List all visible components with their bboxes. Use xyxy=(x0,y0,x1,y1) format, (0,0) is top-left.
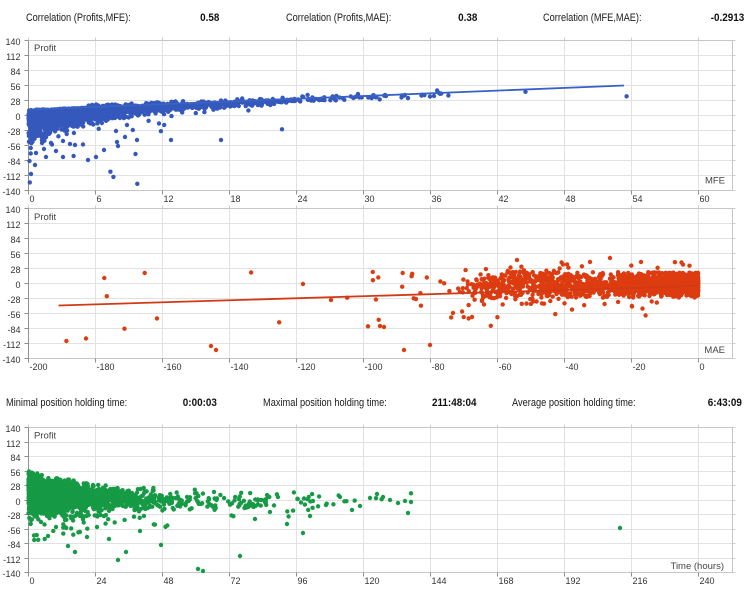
svg-text:56: 56 xyxy=(10,250,20,260)
svg-text:28: 28 xyxy=(10,482,20,492)
svg-text:-28: -28 xyxy=(7,295,20,305)
svg-text:0: 0 xyxy=(15,112,20,122)
svg-text:48: 48 xyxy=(164,576,174,586)
svg-text:168: 168 xyxy=(499,576,514,586)
svg-text:140: 140 xyxy=(5,205,20,215)
svg-text:-60: -60 xyxy=(499,362,512,372)
svg-text:36: 36 xyxy=(432,194,442,204)
svg-text:-140: -140 xyxy=(2,187,20,197)
svg-text:84: 84 xyxy=(10,453,20,463)
svg-text:192: 192 xyxy=(566,576,581,586)
svg-text:-140: -140 xyxy=(2,569,20,579)
svg-text:24: 24 xyxy=(97,576,107,586)
svg-text:140: 140 xyxy=(5,424,20,434)
svg-text:56: 56 xyxy=(10,82,20,92)
svg-text:-28: -28 xyxy=(7,511,20,521)
svg-text:56: 56 xyxy=(10,468,20,478)
svg-text:30: 30 xyxy=(365,194,375,204)
svg-text:72: 72 xyxy=(231,576,241,586)
svg-text:60: 60 xyxy=(700,194,710,204)
svg-text:-84: -84 xyxy=(7,157,20,167)
svg-text:84: 84 xyxy=(10,67,20,77)
svg-text:-180: -180 xyxy=(97,362,115,372)
svg-text:96: 96 xyxy=(298,576,308,586)
svg-text:-160: -160 xyxy=(164,362,182,372)
svg-text:120: 120 xyxy=(365,576,380,586)
svg-text:28: 28 xyxy=(10,265,20,275)
svg-text:-28: -28 xyxy=(7,127,20,137)
svg-text:-40: -40 xyxy=(566,362,579,372)
svg-text:112: 112 xyxy=(6,220,20,230)
svg-text:144: 144 xyxy=(432,576,447,586)
svg-text:-84: -84 xyxy=(7,325,20,335)
svg-text:84: 84 xyxy=(10,235,20,245)
svg-text:0: 0 xyxy=(15,497,20,507)
svg-text:28: 28 xyxy=(10,97,20,107)
svg-text:6: 6 xyxy=(97,194,102,204)
svg-text:12: 12 xyxy=(164,194,174,204)
svg-text:-200: -200 xyxy=(30,362,48,372)
svg-text:216: 216 xyxy=(633,576,648,586)
svg-text:0: 0 xyxy=(700,362,705,372)
svg-text:24: 24 xyxy=(298,194,308,204)
svg-text:-56: -56 xyxy=(7,526,20,536)
svg-text:54: 54 xyxy=(633,194,643,204)
svg-text:18: 18 xyxy=(231,194,241,204)
svg-text:-120: -120 xyxy=(298,362,316,372)
svg-text:0: 0 xyxy=(30,576,35,586)
svg-text:-112: -112 xyxy=(3,172,20,182)
svg-text:-140: -140 xyxy=(2,355,20,365)
svg-text:-56: -56 xyxy=(7,310,20,320)
svg-text:48: 48 xyxy=(566,194,576,204)
svg-text:-112: -112 xyxy=(3,340,20,350)
svg-text:42: 42 xyxy=(499,194,509,204)
svg-text:-140: -140 xyxy=(231,362,249,372)
svg-text:0: 0 xyxy=(30,194,35,204)
svg-text:-20: -20 xyxy=(633,362,646,372)
svg-text:240: 240 xyxy=(700,576,715,586)
svg-text:112: 112 xyxy=(6,439,20,449)
svg-text:-112: -112 xyxy=(3,555,20,565)
svg-text:-84: -84 xyxy=(7,540,20,550)
svg-text:112: 112 xyxy=(6,52,20,62)
svg-text:-80: -80 xyxy=(432,362,445,372)
svg-text:0: 0 xyxy=(15,280,20,290)
svg-text:-56: -56 xyxy=(7,142,20,152)
svg-text:140: 140 xyxy=(5,37,20,47)
svg-text:-100: -100 xyxy=(365,362,383,372)
